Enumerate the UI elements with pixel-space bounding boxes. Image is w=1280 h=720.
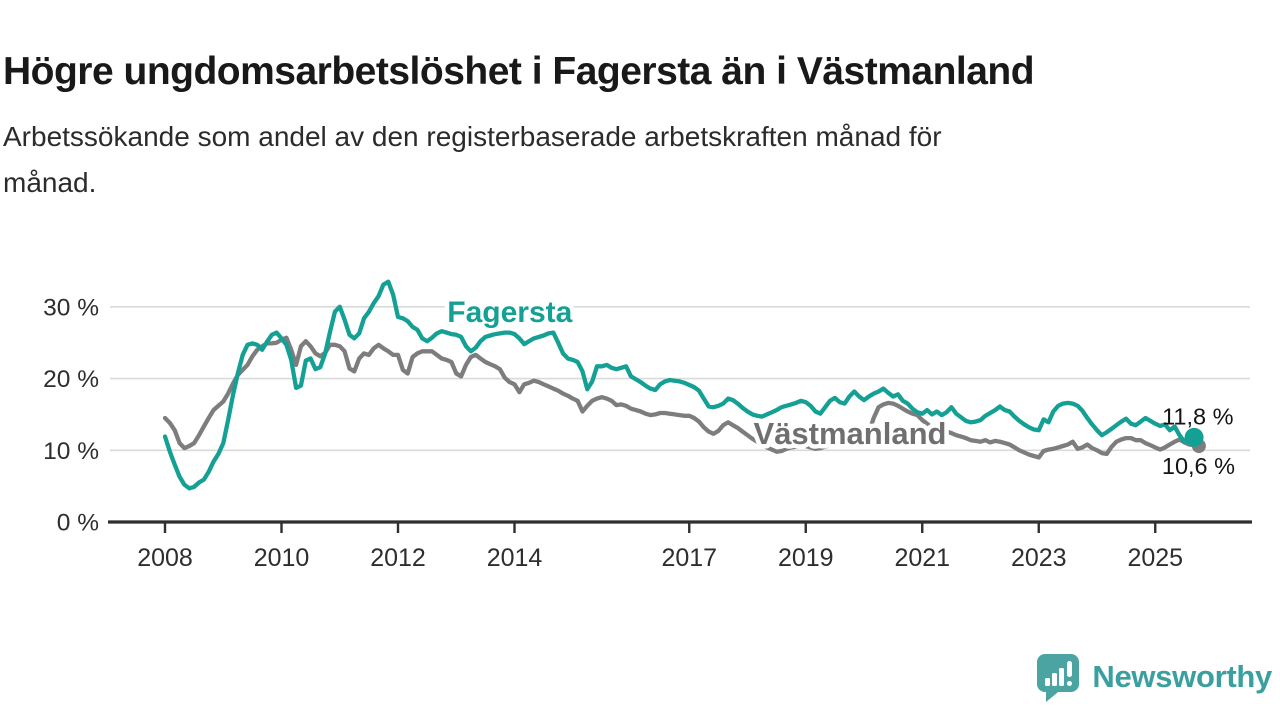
x-tick-label: 2008: [137, 544, 193, 572]
series-label-vastmanland: Västmanland: [754, 416, 947, 451]
x-tick-label: 2014: [487, 544, 543, 572]
x-tick-label: 2023: [1011, 544, 1067, 572]
y-tick-label: 10 %: [43, 438, 99, 465]
y-tick-label: 20 %: [43, 366, 99, 393]
series-end-dot-fagersta: [1184, 427, 1204, 447]
series-line-fagersta: [162, 279, 1197, 491]
y-tick-label: 30 %: [43, 294, 99, 321]
chart-subtitle: Arbetssökande som andel av den registerb…: [3, 114, 1193, 205]
subtitle-line-2: månad.: [3, 166, 97, 198]
end-value-label-fagersta: 11,8 %: [1162, 403, 1234, 429]
newsworthy-logo: Newsworthy: [1036, 652, 1272, 702]
subtitle-line-1: Arbetssökande som andel av den registerb…: [3, 121, 942, 152]
newsworthy-logo-text: Newsworthy: [1092, 659, 1272, 694]
x-tick-label: 2019: [778, 544, 834, 572]
x-tick-label: 2017: [661, 544, 717, 572]
page-title: Högre ungdomsarbetslöshet i Fagersta än …: [3, 50, 1035, 94]
x-tick-label: 2010: [254, 544, 310, 572]
x-tick-label: 2025: [1127, 544, 1183, 572]
end-value-label-vastmanland: 10,6 %: [1162, 453, 1235, 479]
x-tick-label: 2012: [370, 544, 426, 572]
x-tick-label: 2021: [894, 544, 950, 572]
newsworthy-logo-icon: [1037, 654, 1080, 702]
y-tick-label: 0 %: [57, 510, 99, 537]
series-line-vastmanland: [162, 335, 1202, 460]
series-label-fagersta: Fagersta: [447, 296, 572, 329]
